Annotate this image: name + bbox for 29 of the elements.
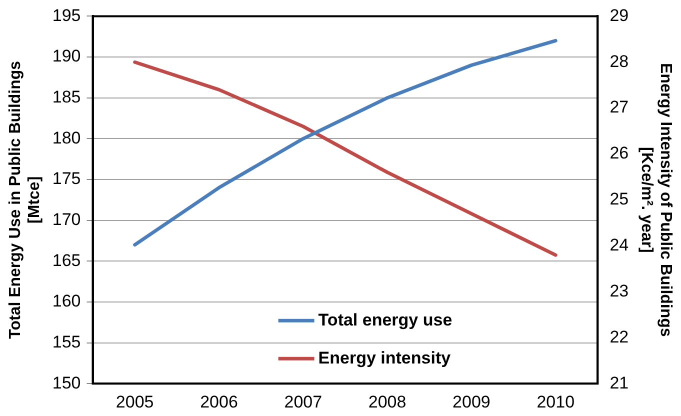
x-tick-label: 2009 [452,392,490,412]
x-tick-label: 2010 [536,392,575,412]
legend-label: Total energy use [318,310,452,330]
y-tick-label: 170 [52,210,81,229]
y2-tick-label: 22 [610,327,629,346]
y2-tick-label: 25 [610,190,629,209]
x-tick-label: 2005 [116,392,154,412]
y2-tick-label: 23 [610,281,629,300]
y-tick-label: 190 [52,46,81,66]
y-tick-label: 185 [52,88,81,107]
y2-tick-label: 21 [610,373,629,392]
y-axis-title: Total Energy Use in Public Buildings [Mtce] [7,60,44,339]
y-tick-label: 155 [52,332,81,352]
y2-tick-label: 28 [610,52,629,71]
y2-tick-label: 26 [610,144,629,163]
y-tick-label: 180 [52,128,81,148]
y2-axis-title: Energy Intensity of Public Buildings [Kce/m². year] [638,62,674,337]
y-tick-label: 195 [52,6,81,25]
y-tick-label: 165 [52,250,81,270]
x-tick-label: 2006 [200,392,238,412]
y-tick-label: 150 [52,373,81,392]
y2-tick-label: 29 [610,6,629,25]
y-tick-label: 160 [52,292,81,311]
y-tick-label: 175 [52,169,81,188]
x-tick-label: 2007 [284,392,322,412]
x-tick-label: 2008 [368,392,406,412]
y2-tick-label: 27 [610,98,629,117]
legend-label: Energy intensity [318,348,452,368]
y2-tick-label: 24 [610,236,629,255]
